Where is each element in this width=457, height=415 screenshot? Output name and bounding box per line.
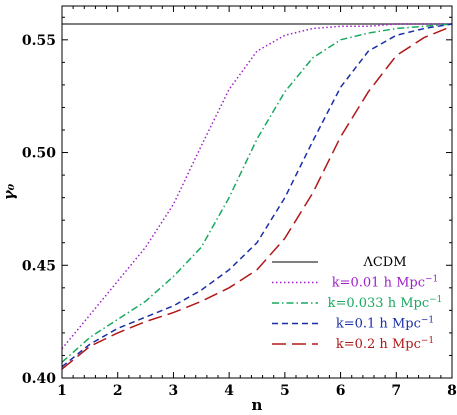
legend-label: k=0.01 h Mpc−1 <box>332 275 439 291</box>
x-tick-label: 8 <box>447 383 457 399</box>
x-tick-label: 3 <box>169 383 179 399</box>
legend-label: k=0.1 h Mpc−1 <box>336 316 434 332</box>
series-line-1 <box>61 23 452 350</box>
y-axis-ticks: 0.40 0.45 0.50 0.55 <box>22 16 452 387</box>
y-tick-label: 0.40 <box>22 371 56 387</box>
x-tick-label: 2 <box>113 383 123 399</box>
plot-curves <box>61 23 453 370</box>
legend-label: k=0.033 h Mpc−1 <box>328 295 443 311</box>
legend-label: ΛCDM <box>362 255 406 270</box>
series-line-3 <box>61 23 453 368</box>
legend: ΛCDM k=0.01 h Mpc−1 k=0.033 h Mpc−1 k=0.1 h… <box>272 255 442 352</box>
x-tick-label: 7 <box>391 383 401 399</box>
x-tick-label: 6 <box>336 383 346 399</box>
y-tick-label: 0.50 <box>22 146 56 162</box>
x-axis-ticks: 1 2 3 4 5 6 7 8 <box>57 6 457 399</box>
y-tick-label: 0.55 <box>22 33 56 49</box>
plot-frame <box>61 5 453 379</box>
x-axis-label: n <box>252 396 263 414</box>
legend-label: k=0.2 h Mpc−1 <box>336 336 434 352</box>
series-line-2 <box>61 23 453 363</box>
y-axis-label: γ₀ <box>0 183 18 200</box>
x-tick-label: 4 <box>224 383 234 399</box>
series-line-4 <box>61 25 453 370</box>
x-tick-label: 1 <box>57 383 67 399</box>
x-tick-label: 5 <box>280 383 290 399</box>
y-tick-label: 0.45 <box>22 258 56 274</box>
